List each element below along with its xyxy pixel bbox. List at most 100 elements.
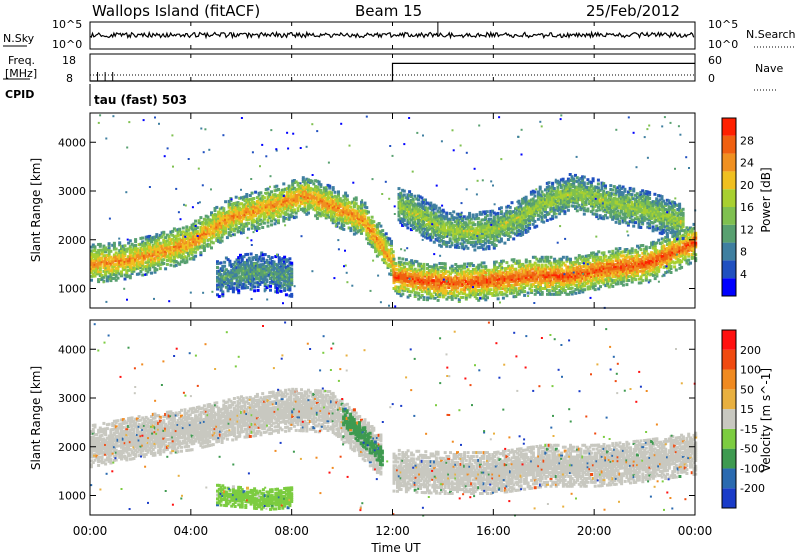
freq-left-label-2: [MHz]	[5, 67, 37, 80]
power-cell	[332, 186, 335, 189]
power-cell	[270, 223, 273, 226]
power-cell	[403, 190, 406, 193]
power-cell	[604, 255, 607, 258]
power-cell	[451, 265, 454, 268]
power-cell	[295, 216, 298, 219]
beam-title: Beam 15	[355, 2, 422, 20]
power-cell	[312, 182, 315, 185]
power-cell	[155, 233, 158, 236]
cpid-label: CPID	[5, 88, 34, 101]
station-title: Wallops Island (fitACF)	[92, 2, 260, 20]
power-cell	[392, 250, 395, 253]
noise-left-tick-bottom: 10^0	[52, 38, 82, 51]
power-cell	[129, 239, 132, 242]
power-cell	[330, 191, 333, 194]
power-cell	[417, 198, 420, 201]
power-cell	[608, 250, 611, 253]
power-cell	[261, 226, 264, 229]
power-cell	[611, 285, 614, 288]
freq-left-tick-bottom: 8	[66, 72, 73, 85]
power-cell	[657, 239, 660, 242]
power-cell	[438, 207, 441, 210]
power-cell	[94, 245, 97, 248]
power-cell	[597, 250, 600, 253]
power-cell	[277, 219, 280, 222]
power-cell	[307, 212, 310, 215]
power-cell	[431, 236, 434, 239]
noise-left-tick-top: 10^5	[52, 18, 82, 31]
power-cell	[194, 255, 197, 258]
power-cell	[169, 264, 172, 267]
power-cell	[673, 265, 676, 268]
power-cell	[349, 227, 352, 230]
power-cell	[435, 205, 438, 208]
power-cell	[484, 265, 487, 268]
power-cell	[297, 182, 300, 185]
power-cell	[423, 263, 426, 266]
power-cell	[221, 240, 224, 243]
power-cell	[689, 262, 692, 265]
power-cell	[247, 228, 250, 231]
power-cell	[334, 191, 337, 194]
power-cell	[196, 230, 199, 233]
power-cell	[198, 219, 201, 222]
power-cell	[390, 248, 393, 251]
power-heatmap	[90, 114, 697, 309]
power-cell	[505, 294, 508, 297]
power-cell	[546, 256, 549, 259]
power-cell	[199, 216, 202, 219]
power-cell	[316, 186, 319, 189]
power-cell	[435, 264, 438, 267]
power-cell	[254, 191, 257, 194]
power-cell	[318, 181, 321, 184]
power-cell	[670, 271, 673, 274]
power-cell	[641, 244, 644, 247]
power-cell	[342, 228, 345, 231]
power-cell	[385, 262, 388, 265]
power-cell	[645, 246, 648, 249]
power-cell	[537, 264, 540, 267]
power-cell	[641, 279, 644, 282]
power-cell	[599, 256, 602, 259]
power-cell	[134, 244, 137, 247]
power-cell	[247, 222, 250, 225]
power-cell	[634, 278, 637, 281]
power-cell	[645, 275, 648, 278]
power-cell	[444, 262, 447, 265]
freq-left-tick-top: 18	[62, 54, 76, 67]
power-cell	[293, 208, 296, 211]
power-cell	[475, 213, 478, 216]
power-cell	[224, 200, 227, 203]
power-cell	[337, 222, 340, 225]
power-cell	[319, 183, 322, 186]
power-cell	[541, 256, 544, 259]
power-cell	[371, 216, 374, 219]
power-cell	[636, 251, 639, 254]
power-cell	[618, 247, 621, 250]
power-cell	[210, 246, 213, 249]
power-cell	[263, 196, 266, 199]
power-cell	[687, 259, 690, 262]
power-cell	[207, 216, 210, 219]
power-cell	[513, 258, 516, 261]
power-cell	[514, 287, 517, 290]
power-cell	[328, 185, 331, 188]
power-cell	[270, 190, 273, 193]
power-cell	[527, 292, 530, 295]
power-cell	[495, 261, 498, 264]
power-cell	[113, 242, 116, 245]
noise-trace	[90, 22, 694, 38]
power-cell	[178, 228, 181, 231]
power-cell	[259, 191, 262, 194]
power-cell	[162, 262, 165, 265]
power-cell	[490, 288, 493, 291]
power-cell	[355, 196, 358, 199]
power-cell	[611, 260, 614, 263]
power-cell	[99, 243, 102, 246]
power-cell	[346, 194, 349, 197]
power-cell	[164, 267, 167, 270]
power-cell	[159, 267, 162, 270]
power-cell	[564, 289, 567, 292]
power-cell	[406, 226, 409, 229]
power-cell	[410, 193, 413, 196]
